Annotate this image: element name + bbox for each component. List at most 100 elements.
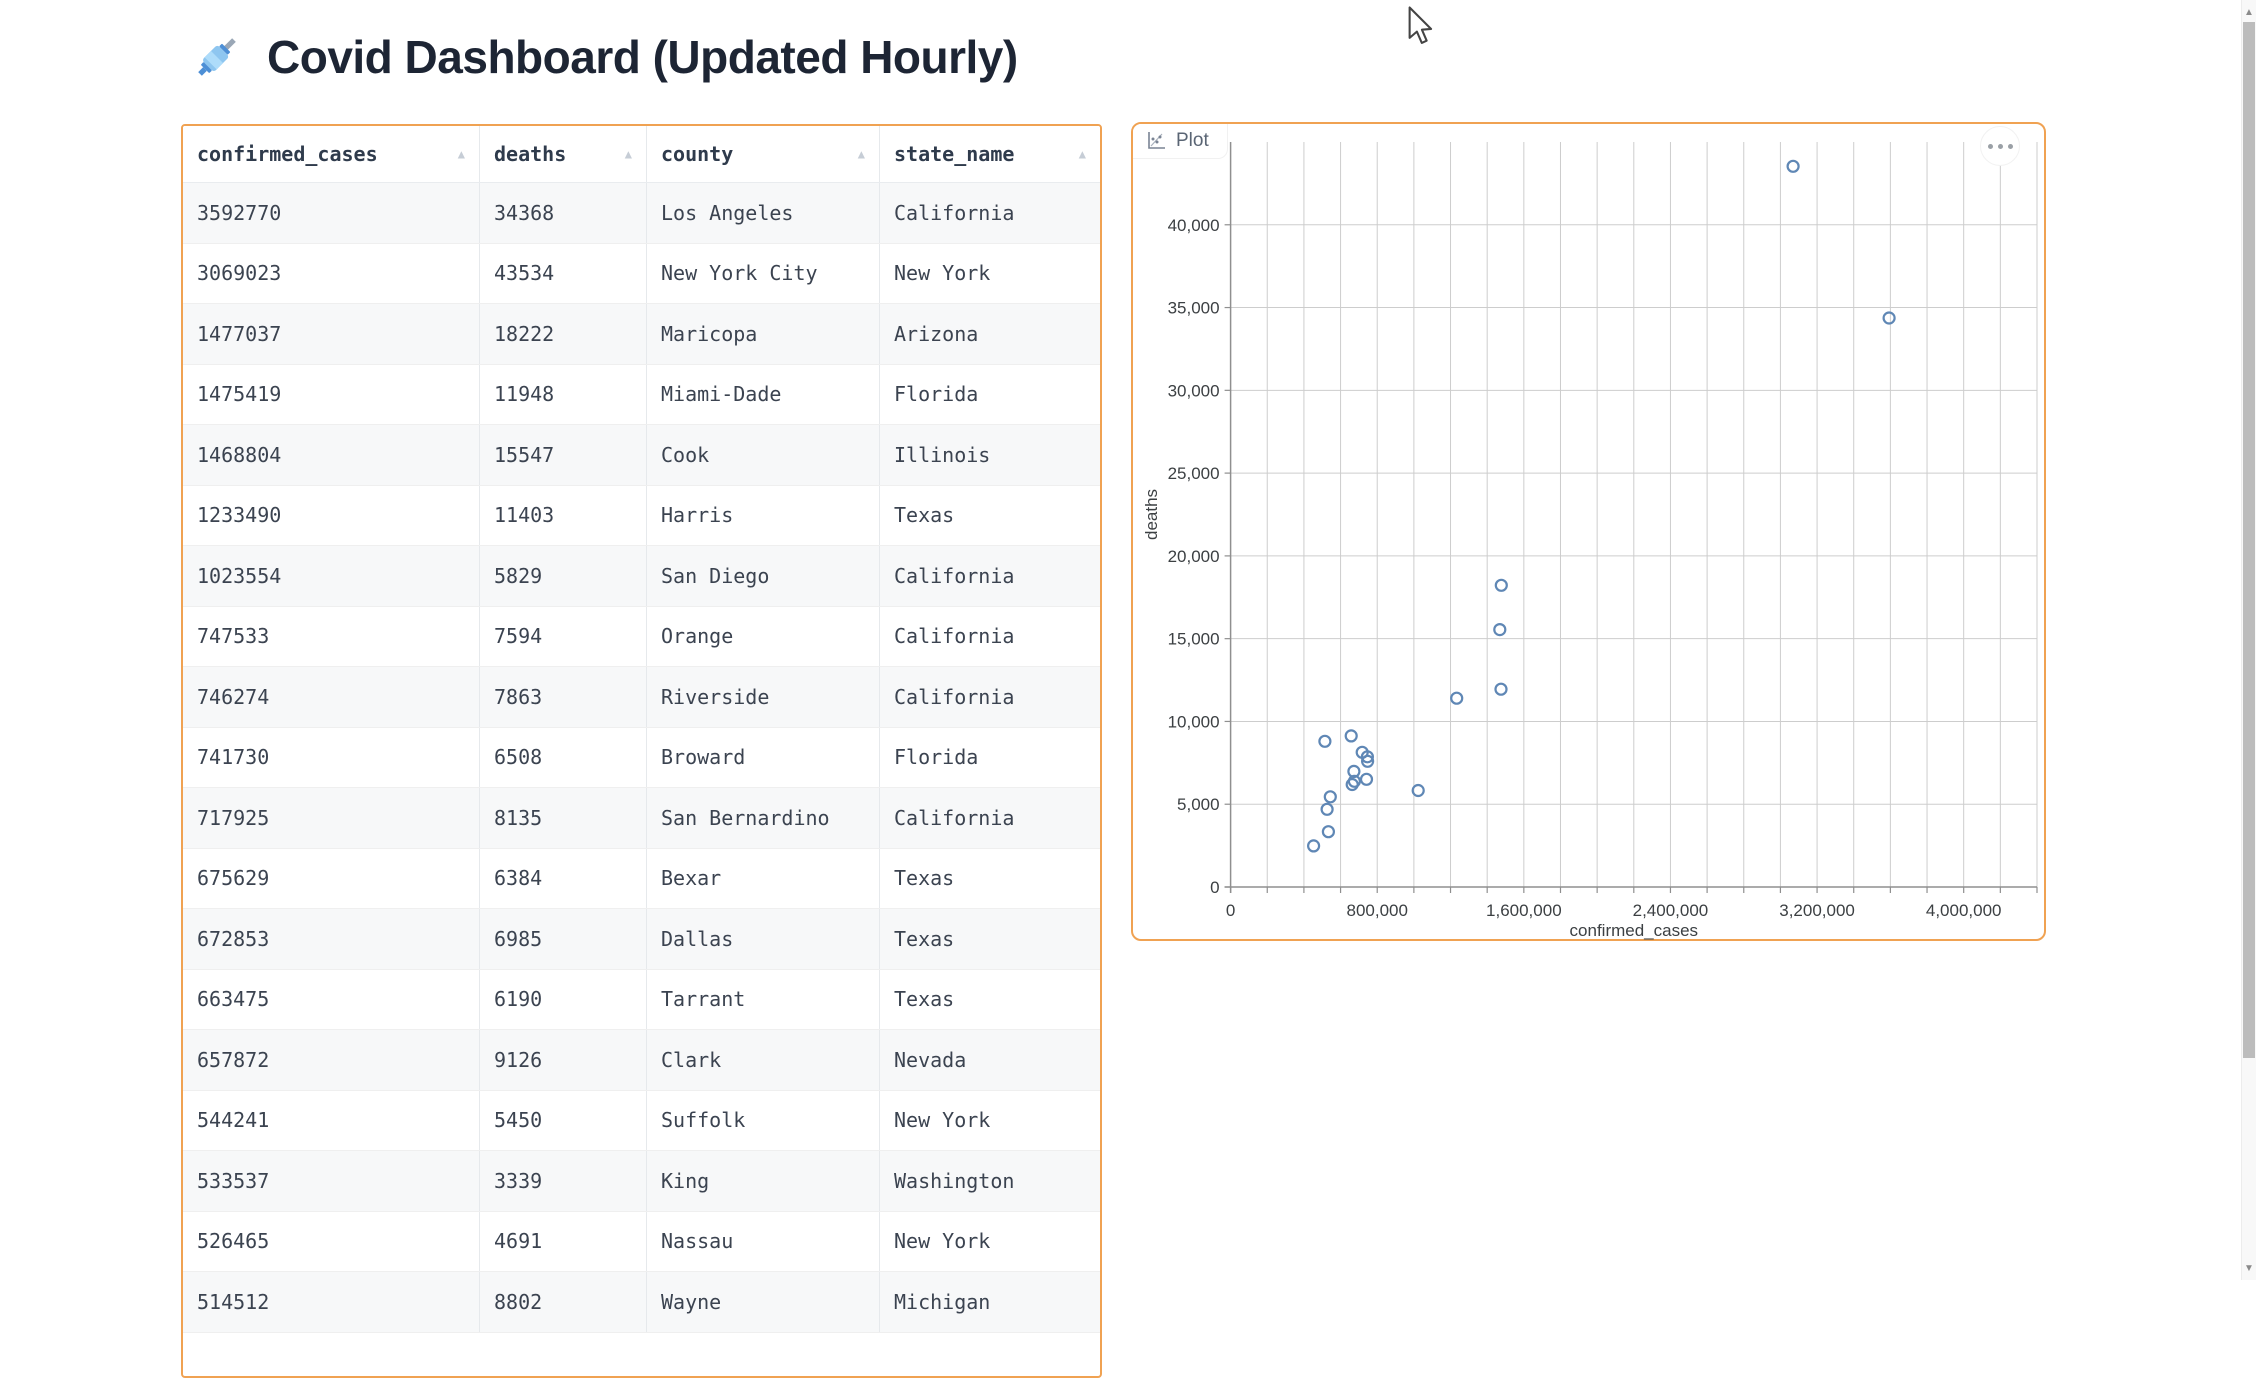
column-header-confirmed_cases[interactable]: confirmed_cases ▲ — [183, 126, 480, 182]
column-header-county[interactable]: county ▲ — [647, 126, 880, 182]
data-point — [1320, 802, 1334, 816]
table-cell: 747533 — [183, 606, 480, 666]
x-tick-label: 800,000 — [1346, 901, 1407, 920]
y-tick-label: 15,000 — [1168, 630, 1220, 649]
table-cell: 7594 — [480, 606, 647, 666]
scatter-plot: 0 5,000 10,000 15,000 20,000 25,000 30,000 35,0… — [1142, 142, 2038, 940]
table-cell: Arizona — [894, 321, 979, 346]
sort-triangle-icon[interactable]: ▲ — [857, 147, 865, 161]
table-cell: Texas — [894, 503, 955, 528]
x-tick-label: 1,600,000 — [1486, 901, 1562, 920]
scatter-chart-icon — [1148, 132, 1165, 149]
plot-panel: Plot 0 5,000 10,000 15,000 20,000 25,000 30,00… — [1131, 122, 2046, 941]
table-cell: 7863 — [480, 667, 647, 727]
table-cell: 15547 — [480, 425, 647, 485]
scroll-up-icon[interactable]: ▲ — [2244, 6, 2254, 18]
scrollbar-thumb[interactable] — [2243, 22, 2255, 1058]
table-cell: 8802 — [480, 1272, 647, 1332]
scroll-down-icon[interactable]: ▼ — [2244, 1262, 2254, 1274]
x-tick-label: 3,200,000 — [1779, 901, 1855, 920]
data-point — [1450, 691, 1464, 705]
table-cell: 4691 — [480, 1211, 647, 1271]
table-cell: California — [894, 563, 1015, 588]
table-cell: Michigan — [894, 1289, 991, 1314]
table-cell: 6508 — [480, 727, 647, 787]
table-cell: 3339 — [480, 1151, 647, 1211]
ellipsis-icon — [1987, 143, 1993, 149]
table-row: 1475419 11948 Miami-Dade Florida — [183, 364, 1100, 425]
column-header-deaths[interactable]: deaths ▲ — [480, 126, 647, 182]
table-cell: 657872 — [183, 1030, 480, 1090]
y-tick-label: 35,000 — [1168, 299, 1220, 318]
page-title: Covid Dashboard (Updated Hourly) — [267, 31, 1018, 83]
data-point — [1359, 772, 1374, 786]
y-tick-label: 5,000 — [1177, 795, 1220, 814]
y-tick-label: 10,000 — [1168, 712, 1220, 731]
sort-triangle-icon[interactable]: ▲ — [1078, 147, 1086, 161]
covid-data-table: confirmed_cases ▲ deaths ▲ county ▲ state_name… — [181, 124, 1102, 1378]
y-tick-label: 0 — [1210, 878, 1219, 897]
data-point — [1355, 745, 1369, 759]
table-cell: 672853 — [183, 909, 480, 969]
column-header-state_name[interactable]: state_name ▲ — [880, 126, 1100, 182]
table-cell: Clark — [647, 1030, 880, 1090]
data-point — [1318, 734, 1332, 748]
table-cell: 6384 — [480, 848, 647, 908]
table-cell: 8135 — [480, 788, 647, 848]
table-cell: 717925 — [183, 788, 480, 848]
table-cell: 1233490 — [183, 485, 480, 545]
table-cell: 1475419 — [183, 364, 480, 424]
table-cell: Cook — [647, 425, 880, 485]
data-point — [1345, 777, 1359, 792]
table-cell: 6190 — [480, 969, 647, 1029]
syringe-icon — [198, 38, 236, 76]
data-point — [1494, 682, 1508, 696]
vertical-scrollbar[interactable]: ▲ ▼ — [2241, 0, 2256, 1280]
data-point — [1323, 790, 1337, 804]
plot-menu-button[interactable] — [1980, 126, 2020, 166]
x-tick-label: 0 — [1226, 901, 1235, 920]
table-cell: California — [894, 684, 1015, 709]
sort-triangle-icon[interactable]: ▲ — [457, 147, 465, 161]
table-row: 747533 7594 Orange California — [183, 606, 1100, 667]
table-row: 526465 4691 Nassau New York — [183, 1211, 1100, 1272]
table-cell: Texas — [894, 987, 955, 1012]
table-cell: Orange — [647, 606, 880, 666]
table-row: 3592770 34368 Los Angeles California — [183, 183, 1100, 244]
data-point — [1493, 623, 1507, 637]
table-cell: 1477037 — [183, 304, 480, 364]
table-cell: 43534 — [480, 243, 647, 303]
column-label: confirmed_cases — [197, 142, 378, 166]
table-row: 746274 7863 Riverside California — [183, 667, 1100, 728]
plot-tab[interactable]: Plot — [1133, 124, 1228, 159]
sort-triangle-icon[interactable]: ▲ — [624, 147, 632, 161]
mouse-cursor — [1408, 6, 1433, 44]
table-cell: Washington — [894, 1168, 1015, 1193]
table-cell: Nassau — [647, 1211, 880, 1271]
table-cell: California — [894, 200, 1015, 225]
column-label: state_name — [894, 142, 1015, 166]
table-cell: 1468804 — [183, 425, 480, 485]
table-row: 663475 6190 Tarrant Texas — [183, 969, 1100, 1030]
table-cell: 741730 — [183, 727, 480, 787]
column-label: county — [661, 142, 734, 166]
data-point — [1344, 729, 1358, 743]
table-cell: Texas — [894, 866, 955, 891]
table-cell: Riverside — [647, 667, 880, 727]
y-tick-label: 25,000 — [1168, 464, 1220, 483]
table-cell: New York — [894, 1229, 991, 1254]
table-cell: Suffolk — [647, 1090, 880, 1150]
table-cell: 675629 — [183, 848, 480, 908]
y-tick-label: 40,000 — [1168, 216, 1220, 235]
table-cell: 3592770 — [183, 183, 480, 243]
table-cell: 526465 — [183, 1211, 480, 1271]
table-cell: 11403 — [480, 485, 647, 545]
table-cell: 533537 — [183, 1151, 480, 1211]
table-row: 1477037 18222 Maricopa Arizona — [183, 304, 1100, 365]
table-cell: Bexar — [647, 848, 880, 908]
table-cell: Los Angeles — [647, 183, 880, 243]
x-tick-label: 4,000,000 — [1926, 901, 2002, 920]
data-point — [1786, 159, 1800, 173]
table-cell: Harris — [647, 485, 880, 545]
table-cell: 3069023 — [183, 243, 480, 303]
